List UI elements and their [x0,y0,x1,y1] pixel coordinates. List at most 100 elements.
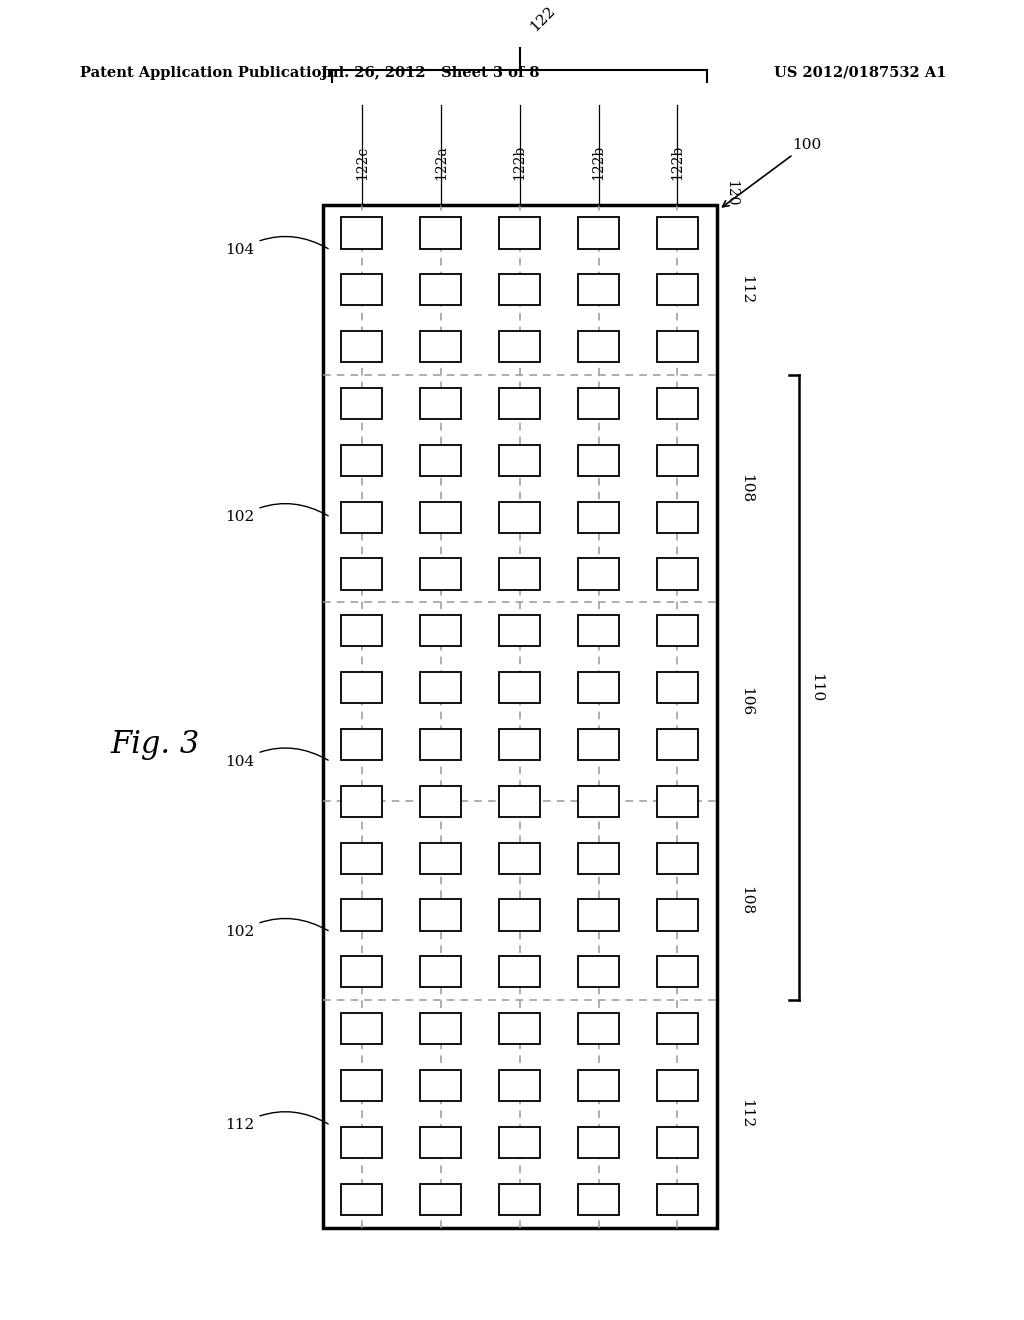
Bar [499,1127,541,1158]
Bar [499,388,541,420]
Bar [499,615,541,647]
Bar [578,1012,620,1044]
Bar [341,615,383,647]
Bar [499,842,541,874]
Text: 122b: 122b [513,144,526,180]
Bar [341,275,383,305]
Text: 110: 110 [809,673,823,702]
Bar [420,275,462,305]
Text: 106: 106 [738,688,753,717]
Bar [578,615,620,647]
Bar [578,785,620,817]
Bar [578,558,620,590]
Text: 100: 100 [723,137,821,207]
Bar [656,842,698,874]
Bar [499,1012,541,1044]
Bar [656,956,698,987]
Bar [578,388,620,420]
Bar [420,445,462,477]
Bar [499,956,541,987]
Bar [499,502,541,533]
Bar [656,1012,698,1044]
Bar [656,218,698,248]
Bar [341,729,383,760]
Bar [323,205,717,1228]
Bar [420,672,462,704]
Bar [578,672,620,704]
Bar [656,558,698,590]
Text: 104: 104 [225,748,328,768]
Bar [656,331,698,362]
Bar [578,445,620,477]
Bar [341,785,383,817]
Bar [656,785,698,817]
Bar [578,275,620,305]
Bar [420,388,462,420]
Bar [341,558,383,590]
Text: Patent Application Publication: Patent Application Publication [80,66,332,79]
Text: 108: 108 [738,886,753,915]
Text: 122b: 122b [592,144,605,180]
Text: 112: 112 [738,276,753,305]
Bar [420,956,462,987]
Bar [499,785,541,817]
Bar [656,729,698,760]
Text: 122a: 122a [434,145,447,180]
Bar [420,842,462,874]
Bar [578,331,620,362]
Bar [420,1184,462,1214]
Text: 112: 112 [738,1100,753,1129]
Bar [341,1184,383,1214]
Bar [341,445,383,477]
Bar [341,956,383,987]
Bar [341,1071,383,1101]
Bar [656,672,698,704]
Bar [656,1184,698,1214]
Text: 102: 102 [225,919,328,939]
Bar [499,1184,541,1214]
Bar [420,899,462,931]
Bar [341,899,383,931]
Bar [578,956,620,987]
Bar [499,672,541,704]
Text: 120: 120 [725,180,738,206]
Text: 102: 102 [225,504,328,524]
Bar [420,729,462,760]
Bar [499,218,541,248]
Bar [341,672,383,704]
Bar [341,331,383,362]
Bar [420,502,462,533]
Text: US 2012/0187532 A1: US 2012/0187532 A1 [774,66,946,79]
Text: 104: 104 [225,236,328,257]
Bar [578,729,620,760]
Bar [420,1071,462,1101]
Bar [420,1012,462,1044]
Bar [656,388,698,420]
Bar [578,1184,620,1214]
Bar [420,785,462,817]
Bar [656,1127,698,1158]
Bar [499,899,541,931]
Text: 122: 122 [527,4,558,34]
Bar [656,445,698,477]
Bar [420,615,462,647]
Bar [420,218,462,248]
Bar [420,331,462,362]
Text: Jul. 26, 2012   Sheet 3 of 8: Jul. 26, 2012 Sheet 3 of 8 [321,66,540,79]
Bar [656,275,698,305]
Bar [420,1127,462,1158]
Bar [341,218,383,248]
Text: 122c: 122c [355,145,369,180]
Bar [499,729,541,760]
Bar [341,388,383,420]
Bar [499,1071,541,1101]
Bar [578,1071,620,1101]
Text: Fig. 3: Fig. 3 [111,729,200,760]
Bar [656,899,698,931]
Bar [341,842,383,874]
Text: 108: 108 [738,474,753,503]
Bar [499,558,541,590]
Bar [578,218,620,248]
Bar [499,331,541,362]
Text: 112: 112 [225,1111,328,1133]
